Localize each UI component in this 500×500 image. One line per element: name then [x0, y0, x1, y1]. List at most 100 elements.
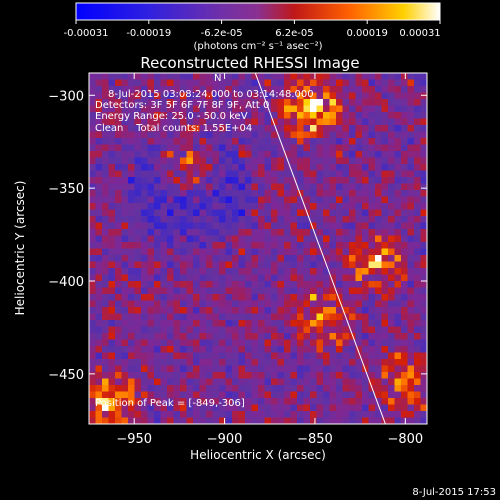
heatmap-cell — [420, 86, 427, 93]
heatmap-cell — [245, 73, 252, 80]
heatmap-cell — [323, 372, 330, 379]
heatmap-cell — [102, 372, 109, 379]
heatmap-cell — [414, 73, 421, 80]
heatmap-cell — [108, 307, 116, 314]
heatmap-cell — [232, 398, 239, 405]
heatmap-cell — [102, 229, 109, 236]
heatmap-cell — [394, 352, 402, 360]
heatmap-cell — [381, 339, 389, 347]
heatmap-cell — [141, 313, 148, 321]
heatmap-cell — [154, 112, 161, 119]
heatmap-cell — [388, 287, 395, 295]
heatmap-cell — [407, 203, 415, 210]
y-tick-label: −400 — [48, 275, 84, 290]
heatmap-cell — [199, 411, 207, 418]
heatmap-cell — [284, 359, 291, 366]
heatmap-cell — [407, 86, 415, 93]
heatmap-cell — [329, 346, 337, 353]
heatmap-cell — [336, 183, 343, 191]
heatmap-cell — [147, 73, 155, 80]
heatmap-cell — [225, 333, 233, 340]
heatmap-cell — [310, 157, 317, 165]
heatmap-cell — [206, 92, 213, 100]
heatmap-cell — [102, 92, 109, 100]
heatmap-cell — [349, 326, 356, 334]
heatmap-cell — [336, 313, 343, 321]
heatmap-cell — [102, 307, 109, 314]
heatmap-cell — [407, 391, 415, 399]
x-tick-label: −900 — [207, 432, 243, 447]
heatmap-cell — [89, 73, 96, 80]
heatmap-cell — [420, 391, 427, 399]
heatmap-cell — [401, 398, 408, 405]
heatmap-cell — [173, 411, 181, 418]
heatmap-cell — [368, 359, 376, 366]
heatmap-cell — [180, 151, 187, 158]
annotation-detectors: Detectors: 3F 5F 6F 7F 8F 9F, Att 0 — [95, 100, 269, 111]
heatmap-cell — [388, 131, 395, 139]
heatmap-cell — [225, 164, 233, 171]
heatmap-cell — [336, 378, 343, 386]
heatmap-cell — [407, 222, 415, 230]
heatmap-cell — [238, 398, 246, 405]
heatmap-cell — [388, 157, 395, 165]
heatmap-cell — [316, 404, 324, 412]
heatmap-cell — [108, 112, 116, 119]
heatmap-cell — [89, 235, 96, 243]
heatmap-cell — [349, 105, 356, 113]
heatmap-cell — [102, 268, 109, 275]
heatmap-cell — [368, 190, 376, 197]
heatmap-cell — [89, 352, 96, 360]
heatmap-cell — [264, 248, 272, 256]
heatmap-cell — [381, 372, 389, 379]
heatmap-cell — [128, 333, 135, 340]
heatmap-cell — [232, 294, 239, 301]
heatmap-cell — [154, 261, 161, 269]
heatmap-cell — [167, 196, 174, 204]
heatmap-cell — [401, 209, 408, 217]
heatmap-cell — [219, 144, 226, 152]
heatmap-cell — [128, 151, 135, 158]
heatmap-cell — [199, 378, 207, 386]
heatmap-cell — [355, 164, 363, 171]
heatmap-cell — [420, 320, 427, 327]
heatmap-cell — [264, 190, 272, 197]
heatmap-cell — [121, 203, 129, 210]
heatmap-cell — [271, 170, 278, 178]
heatmap-cell — [134, 404, 142, 412]
heatmap-cell — [173, 313, 181, 321]
heatmap-cell — [362, 352, 369, 360]
heatmap-cell — [381, 398, 389, 405]
heatmap-cell — [323, 144, 330, 152]
heatmap-cell — [141, 287, 148, 295]
heatmap-cell — [362, 255, 369, 262]
heatmap-cell — [219, 151, 226, 158]
heatmap-cell — [173, 326, 181, 334]
heatmap-cell — [141, 352, 148, 360]
heatmap-cell — [310, 287, 317, 295]
heatmap-cell — [284, 268, 291, 275]
heatmap-cell — [284, 73, 291, 80]
heatmap-cell — [316, 359, 324, 366]
heatmap-cell — [381, 365, 389, 373]
heatmap-cell — [290, 274, 298, 282]
heatmap-cell — [375, 131, 382, 139]
heatmap-cell — [323, 268, 330, 275]
heatmap-cell — [147, 287, 155, 295]
heatmap-cell — [303, 183, 311, 191]
heatmap-cell — [134, 144, 142, 152]
heatmap-cell — [342, 404, 350, 412]
heatmap-cell — [407, 105, 415, 113]
heatmap-cell — [141, 404, 148, 412]
heatmap-cell — [199, 131, 207, 139]
heatmap-cell — [297, 203, 304, 210]
heatmap-cell — [154, 411, 161, 418]
heatmap-cell — [271, 73, 278, 80]
heatmap-cell — [290, 255, 298, 262]
heatmap-cell — [199, 320, 207, 327]
heatmap-cell — [121, 131, 129, 139]
heatmap-cell — [160, 417, 168, 424]
heatmap-cell — [154, 92, 161, 100]
heatmap-cell — [154, 287, 161, 295]
heatmap-cell — [89, 261, 96, 269]
